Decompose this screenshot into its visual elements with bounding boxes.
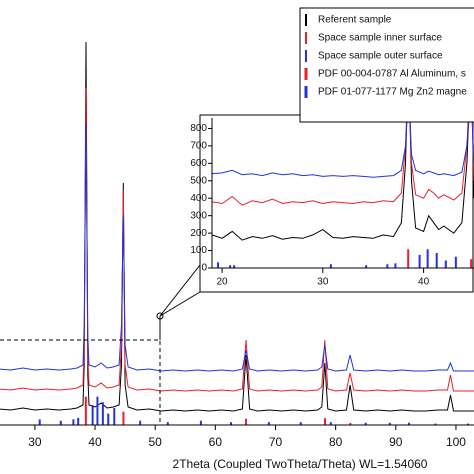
legend-label: Referent sample [318, 15, 392, 26]
y-tick-label: 800 [190, 123, 207, 134]
y-tick-label: 100 [190, 245, 207, 256]
legend-label: Space sample outer surface [318, 51, 443, 62]
y-tick-label: 500 [190, 175, 207, 186]
x-tick-label: 100 [446, 435, 466, 449]
x-tick-label: 50 [149, 435, 163, 449]
legend-box [299, 7, 474, 123]
x-tick-label: 70 [269, 435, 283, 449]
y-tick-label: 400 [190, 193, 207, 204]
x-tick-label: 30 [317, 277, 329, 288]
zoom-region [0, 339, 161, 425]
x-tick-label: 60 [209, 435, 223, 449]
x-tick-label: 80 [329, 435, 343, 449]
y-tick-label: 300 [190, 210, 207, 221]
series-group [212, 118, 474, 268]
zoom-connector [159, 264, 201, 340]
x-tick-label: 20 [217, 277, 229, 288]
pattern-line [212, 118, 474, 241]
pattern-line [212, 118, 474, 206]
series-group [0, 41, 474, 425]
x-tick-label: 30 [28, 435, 42, 449]
legend-label: PDF 01-077-1177 Mg Zn2 magne [318, 87, 467, 98]
legend-label: Space sample inner surface [318, 33, 442, 44]
x-tick-label: 40 [418, 277, 430, 288]
pattern-line [212, 118, 474, 178]
legend-label: PDF 00-004-0787 Al Aluminum, s [318, 69, 466, 80]
y-tick-label: 600 [190, 158, 207, 169]
x-axis-label: 2Theta (Coupled TwoTheta/Theta) WL=1.540… [173, 457, 428, 471]
y-tick-label: 200 [190, 228, 207, 239]
pattern-line [0, 124, 474, 372]
y-tick-label: 0 [201, 263, 207, 274]
x-tick-label: 40 [88, 435, 102, 449]
legend: Referent sample Space sample inner surfa… [299, 7, 474, 123]
x-tick-label: 90 [389, 435, 403, 449]
main-plot: 30 40 50 60 70 80 90 100 [0, 41, 474, 449]
y-tick-label: 700 [190, 141, 207, 152]
